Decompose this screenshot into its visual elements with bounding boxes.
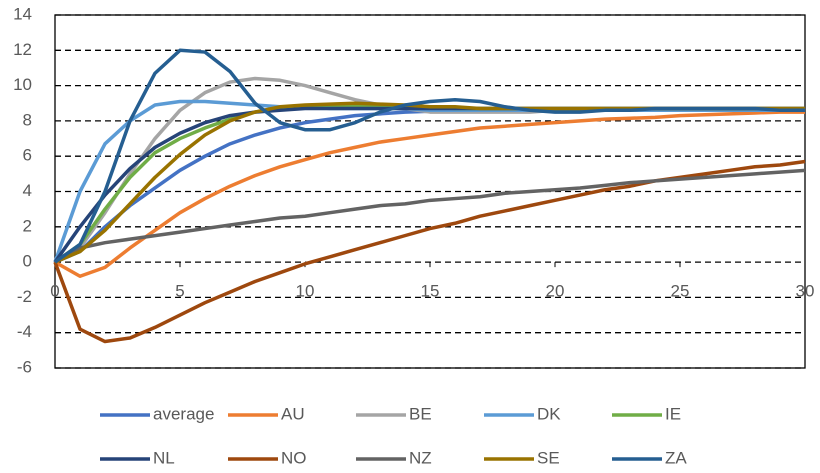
series-line xyxy=(53,105,805,264)
y-tick-label: 14 xyxy=(13,4,32,23)
legend-label: DK xyxy=(537,404,561,423)
legend-label: AU xyxy=(281,404,305,423)
legend-label: BE xyxy=(409,404,432,423)
series-line xyxy=(53,106,805,264)
legend-label: ZA xyxy=(665,448,687,467)
x-tick-label: 15 xyxy=(421,282,440,301)
series-line xyxy=(54,108,805,264)
legend-label: NL xyxy=(153,448,175,467)
x-tick-label: 20 xyxy=(546,282,565,301)
y-tick-label: -4 xyxy=(17,322,32,341)
y-tick-label: 8 xyxy=(23,110,32,129)
x-tick-label: 10 xyxy=(296,282,315,301)
x-tick-label: 30 xyxy=(796,282,815,301)
series-line xyxy=(54,110,805,278)
x-tick-label: 5 xyxy=(175,282,184,301)
legend-label: NZ xyxy=(409,448,432,467)
legend-label: IE xyxy=(665,404,681,423)
y-tick-label: 2 xyxy=(23,216,32,235)
series-line xyxy=(54,168,806,264)
series-line xyxy=(54,101,805,264)
series-line xyxy=(53,99,805,263)
series-line xyxy=(53,159,806,344)
y-tick-label: 10 xyxy=(13,75,32,94)
x-tick-label: 0 xyxy=(50,282,59,301)
y-tick-label: -6 xyxy=(17,357,32,376)
legend-label: SE xyxy=(537,448,560,467)
legend-label: average xyxy=(153,404,214,423)
y-tick-label: 4 xyxy=(23,181,32,200)
y-tick-label: 0 xyxy=(23,252,32,271)
y-tick-label: -2 xyxy=(17,287,32,306)
x-tick-label: 25 xyxy=(671,282,690,301)
plot-border xyxy=(54,14,806,369)
legend-label: NO xyxy=(281,448,307,467)
series-line xyxy=(53,48,805,264)
y-tick-label: 12 xyxy=(13,40,32,59)
y-tick-label: 6 xyxy=(23,146,32,165)
